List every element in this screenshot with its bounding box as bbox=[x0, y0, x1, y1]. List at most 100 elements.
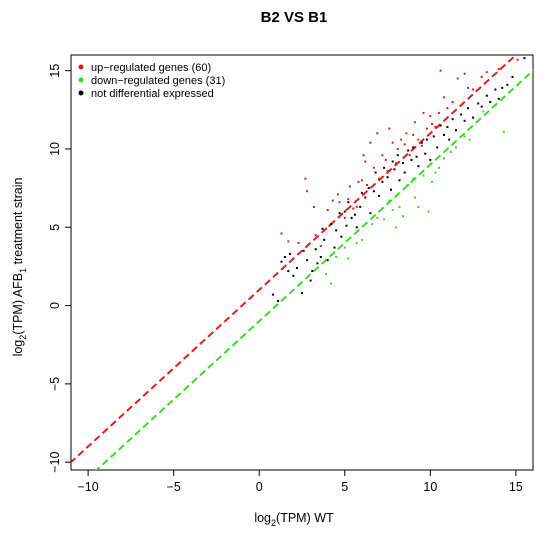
up-regulated-point bbox=[326, 209, 329, 211]
up-regulated-point bbox=[348, 185, 351, 188]
up-regulated-point bbox=[328, 224, 331, 227]
up-regulated-point bbox=[422, 111, 425, 114]
up-regulated-point bbox=[280, 232, 283, 235]
down-regulated-point bbox=[413, 196, 416, 199]
not-differential-point bbox=[410, 158, 413, 161]
up-regulated-point bbox=[456, 77, 459, 80]
up-regulated-point bbox=[463, 72, 466, 75]
up-regulated-point bbox=[372, 166, 375, 169]
up-threshold-line bbox=[71, 55, 518, 464]
not-differential-point bbox=[343, 210, 346, 213]
not-differential-point bbox=[306, 259, 309, 262]
up-regulated-point bbox=[366, 184, 368, 186]
not-differential-point bbox=[420, 141, 423, 144]
down-regulated-point bbox=[391, 209, 394, 211]
up-regulated-point bbox=[403, 143, 406, 146]
legend-label-down: down−regulated genes (31) bbox=[91, 75, 225, 87]
not-differential-point bbox=[316, 262, 319, 265]
not-differential-point bbox=[354, 213, 356, 216]
up-regulated-point bbox=[417, 138, 420, 141]
down-regulated-point bbox=[482, 110, 485, 113]
not-differential-point bbox=[314, 248, 317, 251]
up-regulated-point bbox=[391, 141, 394, 144]
not-differential-point bbox=[330, 223, 333, 226]
not-differential-point bbox=[372, 190, 375, 193]
up-regulated-point bbox=[396, 148, 399, 150]
down-regulated-point bbox=[443, 157, 445, 160]
y-tick-label: 0 bbox=[48, 302, 62, 309]
not-differential-point bbox=[398, 179, 401, 182]
not-differential-point bbox=[301, 292, 303, 294]
down-regulated-point bbox=[402, 215, 404, 218]
not-differential-point bbox=[355, 226, 358, 229]
not-differential-point bbox=[271, 293, 274, 296]
not-differential-point bbox=[443, 133, 445, 136]
not-differential-point bbox=[436, 146, 439, 149]
down-regulated-point bbox=[398, 205, 401, 208]
legend-label-up: up−regulated genes (60) bbox=[91, 62, 211, 74]
data-points bbox=[271, 57, 526, 302]
up-regulated-point bbox=[313, 205, 315, 208]
up-regulated-point bbox=[431, 122, 433, 125]
not-differential-point bbox=[455, 129, 457, 132]
up-regulated-point bbox=[472, 88, 475, 91]
up-regulated-point bbox=[336, 193, 339, 196]
up-regulated-point bbox=[451, 101, 454, 103]
up-regulated-point bbox=[405, 132, 408, 135]
up-regulated-point bbox=[297, 241, 300, 244]
not-differential-point bbox=[345, 224, 348, 227]
not-differential-point bbox=[289, 252, 291, 255]
up-regulated-point bbox=[319, 245, 322, 248]
up-regulated-point bbox=[306, 190, 309, 193]
up-regulated-point bbox=[395, 162, 398, 165]
y-tick-label: 15 bbox=[48, 64, 62, 78]
y-tick-label: 10 bbox=[48, 142, 62, 156]
up-regulated-point bbox=[439, 69, 442, 72]
not-differential-point bbox=[497, 97, 500, 100]
not-differential-point bbox=[485, 94, 488, 97]
up-regulated-point bbox=[429, 115, 432, 118]
not-differential-point bbox=[489, 101, 492, 103]
not-differential-point bbox=[381, 180, 384, 183]
not-differential-point bbox=[425, 138, 428, 141]
up-regulated-point bbox=[497, 68, 500, 71]
not-differential-point bbox=[402, 162, 404, 165]
up-regulated-point bbox=[338, 201, 341, 204]
not-differential-point bbox=[321, 227, 324, 230]
down-regulated-point bbox=[347, 257, 350, 260]
not-differential-point bbox=[309, 279, 312, 282]
up-regulated-point bbox=[314, 234, 317, 237]
up-regulated-point bbox=[437, 111, 440, 114]
not-differential-point bbox=[340, 235, 343, 238]
up-regulated-point bbox=[369, 141, 372, 144]
not-differential-point bbox=[378, 194, 380, 197]
x-tick-label: 15 bbox=[509, 480, 523, 494]
down-regulated-point bbox=[437, 166, 440, 169]
not-differential-point bbox=[326, 259, 329, 262]
up-regulated-point bbox=[352, 207, 355, 210]
not-differential-point bbox=[374, 171, 377, 174]
up-regulated-point bbox=[376, 132, 379, 135]
up-regulated-point bbox=[362, 154, 365, 157]
up-regulated-point bbox=[355, 205, 358, 208]
up-regulated-point bbox=[357, 180, 360, 183]
up-regulated-point bbox=[485, 71, 488, 74]
up-regulated-point bbox=[384, 158, 387, 161]
not-differential-point bbox=[311, 270, 314, 273]
up-regulated-point bbox=[400, 138, 403, 141]
not-differential-point bbox=[439, 124, 442, 127]
not-differential-point bbox=[367, 187, 370, 190]
down-regulated-point bbox=[468, 138, 471, 141]
not-differential-point bbox=[424, 152, 427, 155]
x-tick-label: 10 bbox=[423, 480, 437, 494]
up-regulated-point bbox=[425, 127, 428, 130]
down-regulated-point bbox=[431, 180, 433, 183]
down-regulated-point bbox=[407, 184, 410, 186]
not-differential-point bbox=[390, 188, 392, 191]
down-regulated-point bbox=[335, 256, 338, 258]
up-regulated-point bbox=[467, 86, 469, 89]
not-differential-point bbox=[283, 256, 286, 258]
not-differential-point bbox=[429, 158, 432, 161]
y-tick-label: −10 bbox=[48, 452, 62, 473]
not-differential-point bbox=[364, 196, 367, 199]
